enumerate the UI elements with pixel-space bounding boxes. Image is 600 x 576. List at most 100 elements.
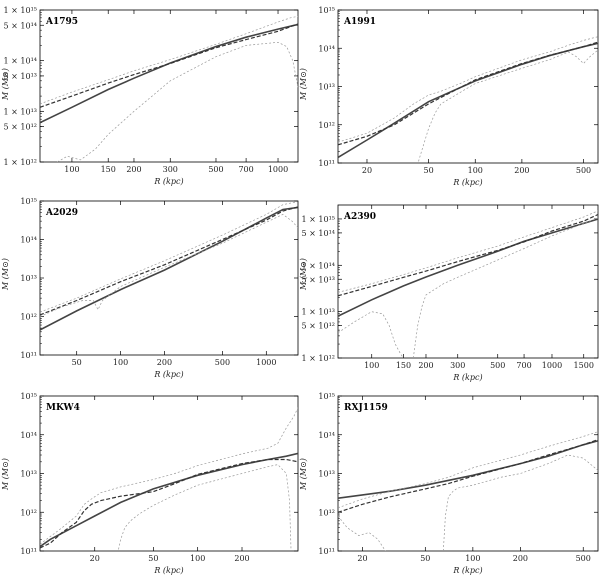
y-tick-label: 1 × 10¹³ [4, 107, 37, 116]
y-tick-label: 10¹² [318, 508, 335, 517]
y-axis-label: M (M⊙) [1, 258, 10, 291]
series-error-band [418, 49, 598, 162]
y-tick-label: 5 × 10¹³ [4, 72, 37, 81]
y-tick-label: 10¹⁵ [20, 197, 37, 206]
x-axis-label: R (kpc) [153, 370, 183, 379]
x-tick-label: 150 [101, 165, 116, 174]
y-tick-label: 10¹⁴ [318, 44, 335, 53]
series-dashed-line [40, 23, 298, 108]
panel-title: A1991 [343, 17, 376, 27]
panel-rxj1159: 20 50 100 200 500 10¹¹ 10¹² 10¹³ 10¹⁴ 10¹⁵ RXJ1159… [299, 392, 599, 575]
x-tick-label: 50 [72, 358, 82, 367]
x-tick-label: 500 [576, 166, 591, 175]
y-tick-label: 5 × 10¹⁴ [4, 21, 37, 30]
x-tick-label: 100 [465, 554, 480, 563]
x-tick-label: 100 [468, 166, 483, 175]
y-tick-label: 1 × 10¹² [4, 158, 37, 167]
plot-frame [337, 395, 599, 552]
series-solid-line [338, 218, 598, 317]
y-axis-label: M (M⊙) [299, 68, 308, 101]
x-tick-label: 500 [490, 361, 505, 370]
x-tick-label: 50 [420, 554, 430, 563]
series-error-band [57, 41, 298, 162]
x-tick-label: 300 [450, 361, 465, 370]
y-tick-label: 10¹⁴ [318, 431, 335, 440]
y-tick-label: 1 × 10¹⁵ [4, 6, 37, 15]
series-solid-line [338, 42, 598, 159]
y-tick-label: 10¹⁵ [20, 392, 37, 401]
plot-frame [39, 200, 299, 356]
y-tick-label: 5 × 10¹² [302, 322, 335, 331]
x-tick-label: 300 [163, 165, 178, 174]
x-axis-label: R (kpc) [153, 177, 183, 186]
x-axis-label: R (kpc) [153, 566, 183, 575]
x-axis-label: R (kpc) [452, 178, 482, 187]
y-tick-label: 1 × 10¹⁵ [302, 215, 335, 224]
series-error-band [40, 201, 298, 313]
y-tick-label: 10¹³ [20, 470, 37, 479]
y-tick-label: 10¹⁵ [318, 6, 335, 15]
x-tick-label: 1500 [574, 361, 594, 370]
series-dashed-line [338, 41, 598, 146]
series-error-band [338, 515, 386, 551]
y-tick-label: 10¹¹ [318, 547, 335, 556]
panel-title: A2029 [45, 208, 78, 218]
series-error-band [338, 431, 598, 509]
y-tick-label: 10¹⁴ [20, 431, 37, 440]
series-solid-line [40, 206, 298, 331]
x-tick-label: 100 [64, 165, 79, 174]
panel-title: MKW4 [46, 403, 80, 413]
panel-a2390: 100 150 200 300 500 700 1000 1500 1 × 10¹² 5 × 10… [299, 204, 599, 382]
series-error-band [338, 210, 598, 293]
x-tick-label: 1000 [256, 358, 276, 367]
x-tick-label: 20 [357, 554, 367, 563]
x-tick-label: 500 [576, 554, 591, 563]
panel-mkw4: 20 50 100 200 10¹¹ 10¹² 10¹³ 10¹⁴ 10¹⁵ MKW4 R (kpc… [1, 392, 299, 575]
plot-frame [337, 204, 599, 359]
series-error-band [412, 217, 598, 358]
x-tick-label: 700 [516, 361, 531, 370]
y-tick-label: 5 × 10¹³ [302, 275, 335, 284]
series-error-band [442, 454, 598, 551]
x-tick-label: 1000 [268, 165, 288, 174]
series-dashed-line [338, 213, 598, 297]
x-tick-label: 20 [90, 554, 100, 563]
panel-a1991: 20 50 100 200 500 10¹¹ 10¹² 10¹³ 10¹⁴ 10¹⁵ A1991 R … [299, 6, 599, 187]
x-tick-label: 200 [514, 166, 529, 175]
y-axis-label: M (M⊙) [1, 458, 10, 491]
series-solid-line [40, 23, 298, 124]
series-dashed-line [338, 439, 598, 513]
x-tick-label: 50 [148, 554, 158, 563]
y-tick-label: 10¹³ [20, 274, 37, 283]
x-axis-label: R (kpc) [452, 566, 482, 575]
x-tick-label: 50 [424, 166, 434, 175]
panel-title: A1795 [45, 17, 78, 27]
series-error-band [40, 407, 298, 545]
plot-frame [39, 9, 299, 163]
panel-a1795: 100 150 200 300 500 700 1000 1 × 10¹² 5 × 10¹² 1 … [1, 6, 299, 186]
series-error-band [338, 36, 598, 143]
x-axis-label: R (kpc) [452, 373, 482, 382]
series-error-band [118, 464, 292, 550]
y-tick-label: 10¹³ [318, 470, 335, 479]
plot-frame [39, 395, 299, 552]
x-tick-label: 1000 [542, 361, 562, 370]
x-tick-label: 100 [190, 554, 205, 563]
series-error-band [40, 213, 298, 317]
x-tick-label: 150 [396, 361, 411, 370]
series-solid-line [40, 452, 298, 548]
panel-a2029: 50 100 200 500 1000 10¹¹ 10¹² 10¹³ 10¹⁴ 10¹⁵ A2029… [1, 197, 299, 379]
series-dashed-line [40, 206, 298, 316]
x-tick-label: 20 [362, 166, 372, 175]
x-tick-label: 200 [126, 165, 141, 174]
x-tick-label: 700 [238, 165, 253, 174]
panel-title: RXJ1159 [344, 403, 388, 413]
y-axis-label: M (M⊙) [1, 68, 10, 101]
x-tick-label: 100 [364, 361, 379, 370]
y-tick-label: 10¹² [20, 313, 37, 322]
series-error-band [40, 15, 298, 105]
x-tick-label: 500 [208, 165, 223, 174]
y-tick-label: 1 × 10¹³ [302, 308, 335, 317]
y-tick-label: 10¹⁴ [20, 236, 37, 245]
